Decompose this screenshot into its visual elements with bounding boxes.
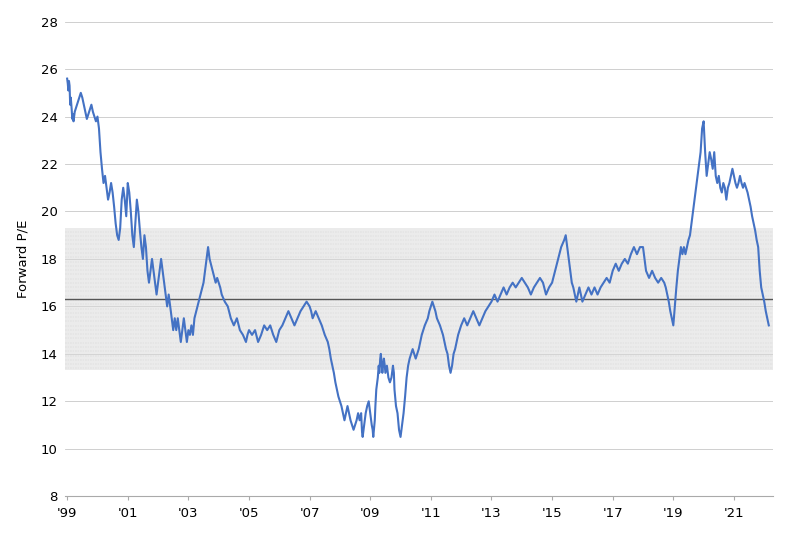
Bar <box>65 228 773 371</box>
Y-axis label: Forward P/E: Forward P/E <box>17 220 30 298</box>
